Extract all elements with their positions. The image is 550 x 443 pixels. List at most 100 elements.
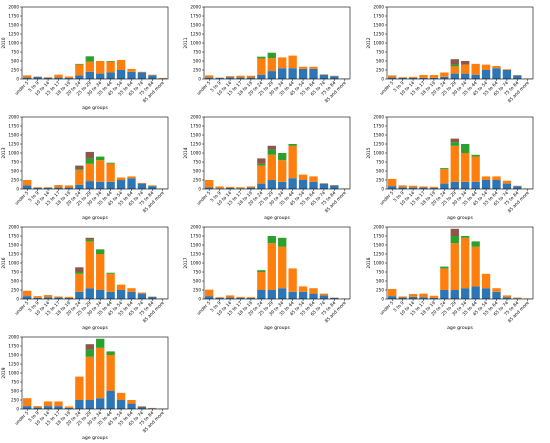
bar-segment xyxy=(85,151,94,159)
y-tick-label: 1750 xyxy=(190,14,201,19)
bar-segment xyxy=(116,59,126,70)
bar-segment xyxy=(408,187,418,189)
bar-segment xyxy=(246,187,256,189)
bar-segment xyxy=(137,406,147,407)
bar-segment xyxy=(106,273,115,292)
y-tick-label: 1750 xyxy=(8,14,19,19)
bar-segment xyxy=(85,400,94,409)
bar-segment xyxy=(85,241,94,289)
bar-segment xyxy=(278,237,287,247)
y-tick-label: 1500 xyxy=(8,133,19,138)
plot-frame xyxy=(203,116,351,190)
y-tick-label: 1000 xyxy=(373,151,384,156)
bar-segment xyxy=(54,77,63,79)
bar-segment xyxy=(330,297,339,299)
bar-segment xyxy=(96,290,105,299)
bar-segment xyxy=(116,180,126,189)
bar-segment xyxy=(481,288,491,299)
y-tick-label: 1750 xyxy=(190,234,201,239)
bar-segment xyxy=(96,73,105,79)
bar-segment xyxy=(257,58,266,75)
bar-segment xyxy=(236,188,245,189)
bar-segment xyxy=(225,297,235,299)
y-tick-label: 2000 xyxy=(373,5,384,10)
bar-segment xyxy=(64,297,74,299)
bar-segment xyxy=(267,58,276,72)
bar-segment xyxy=(106,391,115,409)
bar-segment xyxy=(408,293,418,297)
plot-frame xyxy=(21,116,169,190)
bar-segment xyxy=(298,180,308,189)
bar-segment xyxy=(23,398,32,407)
bar-segment xyxy=(96,347,105,399)
y-tick-label: 1750 xyxy=(8,124,19,129)
y-tick-label: 250 xyxy=(376,288,384,293)
bar-segment xyxy=(471,156,480,182)
bar-segment xyxy=(471,74,480,79)
x-axis-label: age groups xyxy=(264,325,290,331)
bar-segment xyxy=(137,292,147,294)
bar-segment xyxy=(85,181,94,189)
x-tick-label: under 5 xyxy=(196,190,212,206)
bar-segment xyxy=(225,76,235,78)
y-tick-label: 250 xyxy=(11,288,19,293)
plot-frame xyxy=(386,226,534,300)
bar-segment xyxy=(96,61,105,74)
bar-segment xyxy=(309,288,318,294)
bar-segment xyxy=(54,406,63,409)
bar-segment xyxy=(450,138,459,143)
bar-segment xyxy=(461,73,470,79)
bar-segment xyxy=(309,181,318,189)
y-tick-label: 1000 xyxy=(8,41,19,46)
bar-segment xyxy=(75,267,84,272)
bar-segment xyxy=(127,68,136,72)
y-tick-label: 250 xyxy=(11,178,19,183)
y-tick-label: 1750 xyxy=(190,124,201,129)
bar-segment xyxy=(288,178,297,189)
x-tick-label: under 5 xyxy=(379,300,395,316)
bar-segment xyxy=(33,187,42,189)
bar-segment xyxy=(450,73,459,79)
y-tick-label: 2000 xyxy=(190,115,201,120)
x-axis-label: age groups xyxy=(82,435,108,441)
bar-segment xyxy=(205,77,214,79)
y-tick-label: 1250 xyxy=(373,142,384,147)
bar-segment xyxy=(106,61,115,62)
bar-segment xyxy=(257,163,266,166)
bar-segment xyxy=(319,183,329,189)
y-tick-label: 2000 xyxy=(190,5,201,10)
bar-segment xyxy=(85,344,94,350)
bar-segment xyxy=(461,64,470,74)
bar-segment xyxy=(43,187,53,189)
y-tick-label: 2000 xyxy=(8,115,19,120)
bar-segment xyxy=(106,351,115,355)
bar-segment xyxy=(33,297,42,299)
bar-segment xyxy=(309,66,318,69)
bar-segment xyxy=(450,66,459,74)
x-tick-label: under 5 xyxy=(14,300,30,316)
y-tick-label: 1000 xyxy=(190,151,201,156)
bar-segment xyxy=(440,76,449,79)
x-tick-label: under 5 xyxy=(14,190,30,206)
y-tick-label: 0 xyxy=(198,297,201,302)
bar-segment xyxy=(23,180,32,186)
plot-frame xyxy=(21,226,169,300)
y-tick-label: 0 xyxy=(16,77,19,82)
bar-segment xyxy=(246,297,256,299)
bar-segment xyxy=(75,64,84,76)
bar-segment xyxy=(85,237,94,240)
bar-segment xyxy=(502,297,512,299)
bar-segment xyxy=(23,406,32,409)
bar-segment xyxy=(33,187,42,188)
bar-segment xyxy=(450,181,459,189)
y-tick-label: 500 xyxy=(11,169,19,174)
bar-segment xyxy=(471,246,480,287)
bar-segment xyxy=(137,406,147,409)
y-tick-label: 0 xyxy=(381,297,384,302)
bar-segment xyxy=(288,55,297,69)
bar-segment xyxy=(398,77,407,79)
bar-segment xyxy=(440,268,449,290)
bar-segment xyxy=(106,162,115,164)
